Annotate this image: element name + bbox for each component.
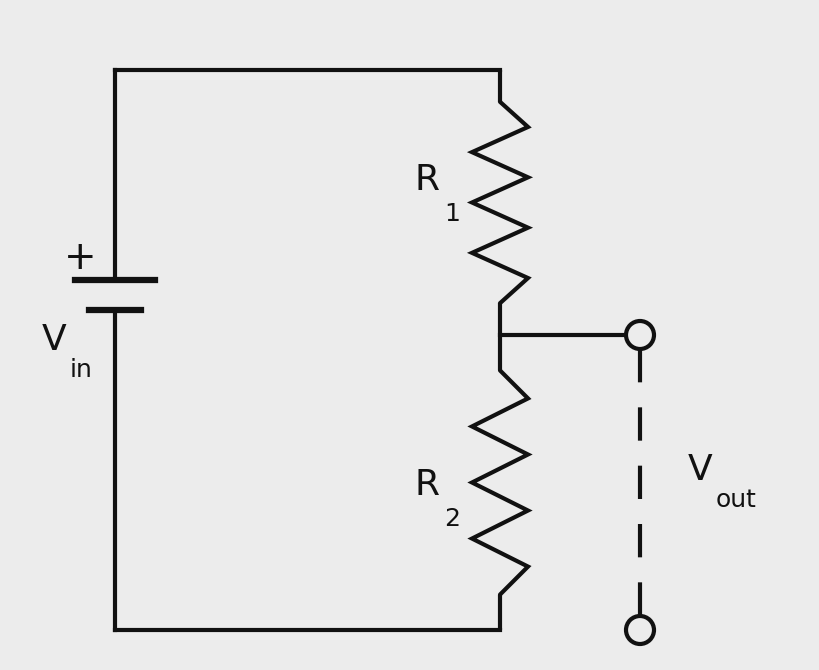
Text: +: + — [64, 239, 96, 277]
Circle shape — [625, 616, 654, 644]
Text: V: V — [42, 323, 66, 357]
Text: 1: 1 — [443, 202, 459, 226]
Text: R: R — [414, 163, 440, 197]
Text: V: V — [687, 453, 712, 487]
Text: 2: 2 — [443, 507, 459, 531]
Text: out: out — [715, 488, 756, 512]
Text: in: in — [70, 358, 93, 382]
Text: R: R — [414, 468, 440, 502]
Circle shape — [625, 321, 654, 349]
